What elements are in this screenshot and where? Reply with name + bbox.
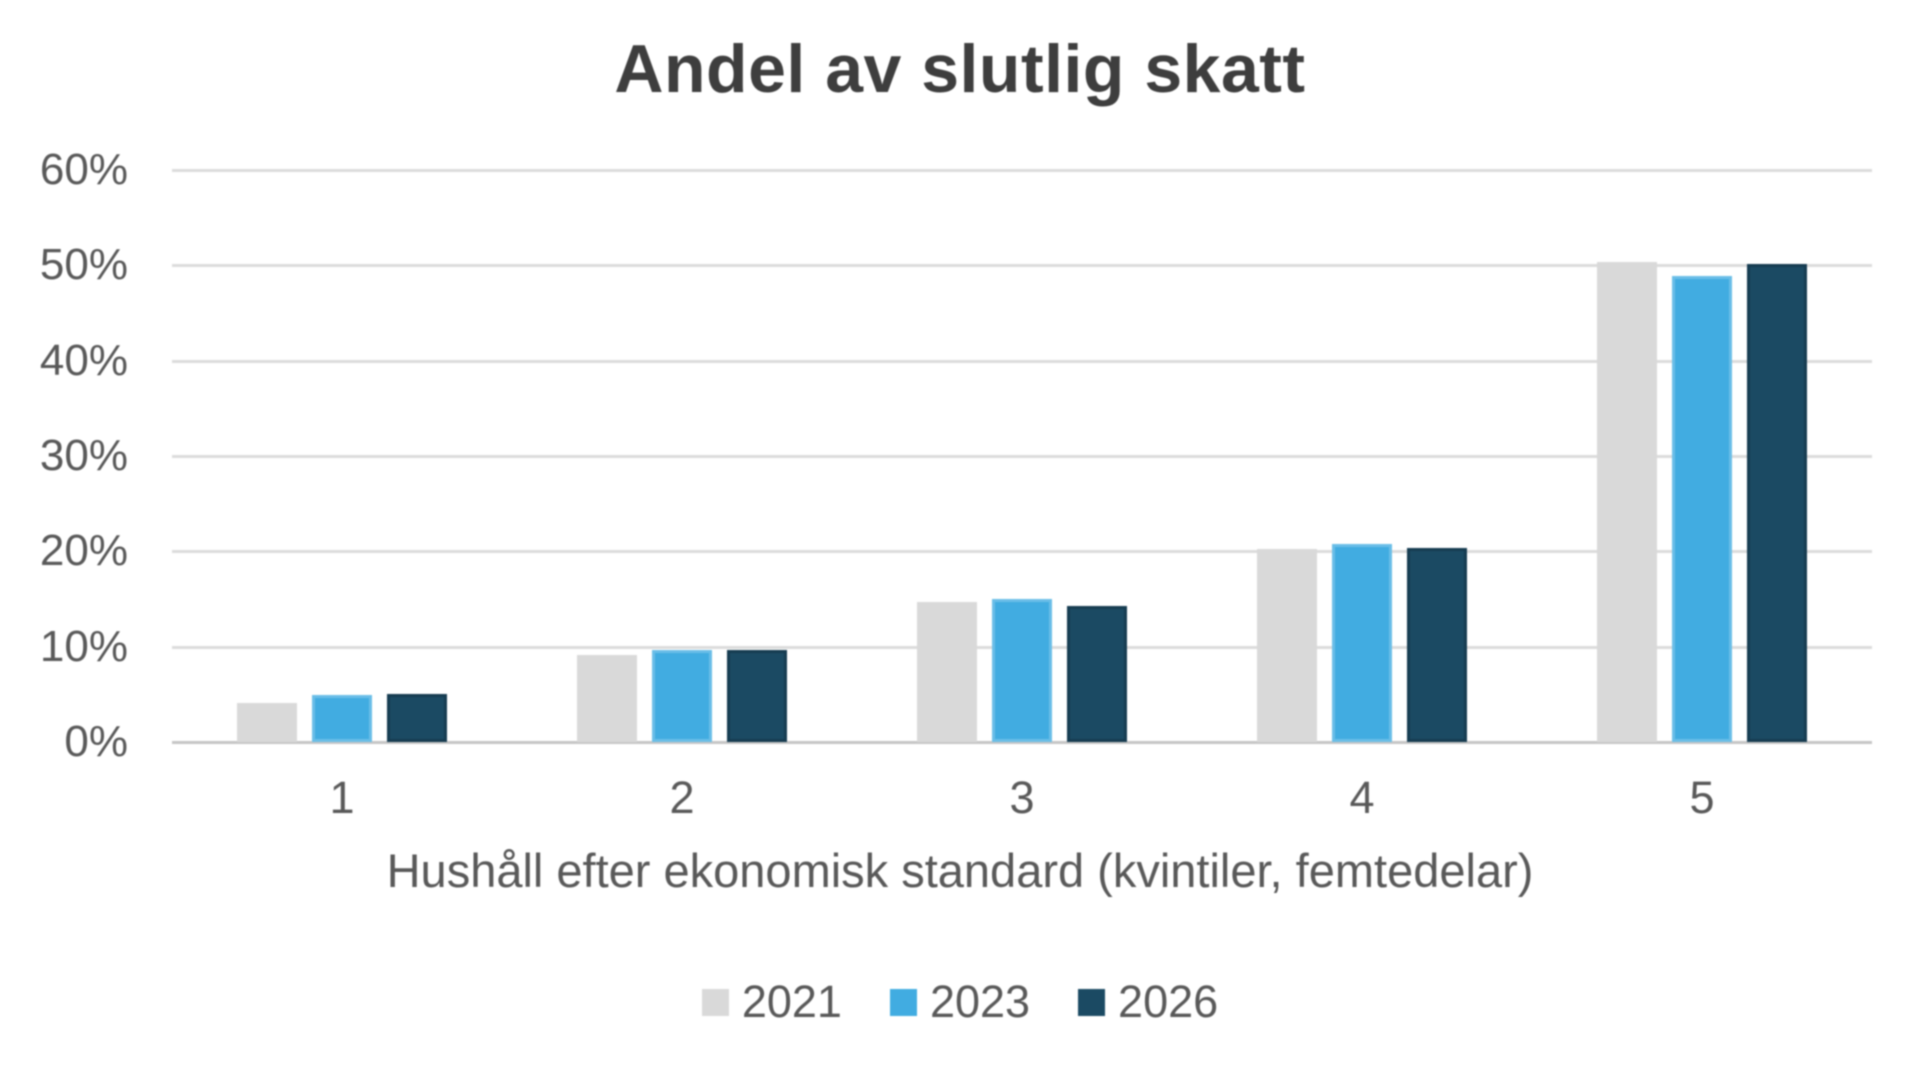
bar-2023-category-2 <box>652 650 712 742</box>
bar-2021-category-3 <box>917 601 977 742</box>
x-tick-label-5: 5 <box>1689 772 1715 823</box>
bar-2023-category-5 <box>1672 275 1732 742</box>
y-tick-label-0: 0% <box>64 717 128 766</box>
legend-label-2023: 2023 <box>929 976 1031 1027</box>
bar-group-5 <box>1532 170 1872 742</box>
y-tick-label-50: 50% <box>39 240 128 290</box>
bar-groups <box>172 170 1872 742</box>
y-tick-label-20: 20% <box>39 526 128 576</box>
legend-item-2021: 2021 <box>701 976 842 1028</box>
x-axis-title: Hushåll efter ekonomisk standard (kvinti… <box>386 844 1534 897</box>
bar-2023-category-4 <box>1332 543 1392 742</box>
legend-swatch-2021 <box>701 988 729 1016</box>
y-tick-label-40: 40% <box>39 335 128 385</box>
bar-2021-category-2 <box>577 655 637 742</box>
bar-group-1 <box>172 170 512 742</box>
x-axis-line <box>172 741 1872 744</box>
y-tick-label-30: 30% <box>39 431 128 480</box>
chart-title: Andel av slutlig skatt <box>614 31 1306 107</box>
bar-2026-category-3 <box>1067 605 1127 742</box>
x-axis-category-labels: 1 2 3 4 5 <box>172 772 1872 824</box>
x-tick-label-4: 4 <box>1349 772 1375 823</box>
bar-2026-category-5 <box>1747 264 1807 742</box>
legend-swatch-2026 <box>1078 988 1106 1016</box>
legend-item-2026: 2026 <box>1078 976 1218 1028</box>
x-tick-label-2: 2 <box>669 772 695 823</box>
gridline-40 <box>172 359 1872 363</box>
legend: 2021 2023 2026 <box>0 976 1920 1028</box>
x-tick-label-1: 1 <box>329 772 355 823</box>
bar-group-2 <box>512 170 852 742</box>
gridline-50 <box>172 264 1872 268</box>
bar-2026-category-2 <box>727 650 787 742</box>
bar-2021-category-1 <box>237 702 297 742</box>
legend-label-2021: 2021 <box>741 976 842 1027</box>
plot-area <box>172 169 1872 744</box>
bar-2026-category-1 <box>387 694 447 742</box>
bar-2021-category-4 <box>1257 549 1317 742</box>
bar-group-3 <box>852 170 1192 742</box>
bar-2026-category-4 <box>1407 547 1467 742</box>
x-tick-label-3: 3 <box>1009 772 1035 823</box>
y-tick-label-60: 60% <box>39 145 128 194</box>
legend-label-2026: 2026 <box>1118 976 1219 1027</box>
bar-group-4 <box>1192 170 1532 742</box>
bar-2021-category-5 <box>1597 262 1657 742</box>
bar-2023-category-1 <box>312 695 372 742</box>
legend-swatch-2023 <box>889 988 917 1016</box>
y-tick-label-10: 10% <box>39 621 128 671</box>
bar-2023-category-3 <box>992 599 1052 742</box>
gridline-30 <box>172 455 1872 458</box>
legend-item-2023: 2023 <box>889 976 1031 1028</box>
gridline-20 <box>172 550 1872 554</box>
gridline-60 <box>172 169 1872 172</box>
